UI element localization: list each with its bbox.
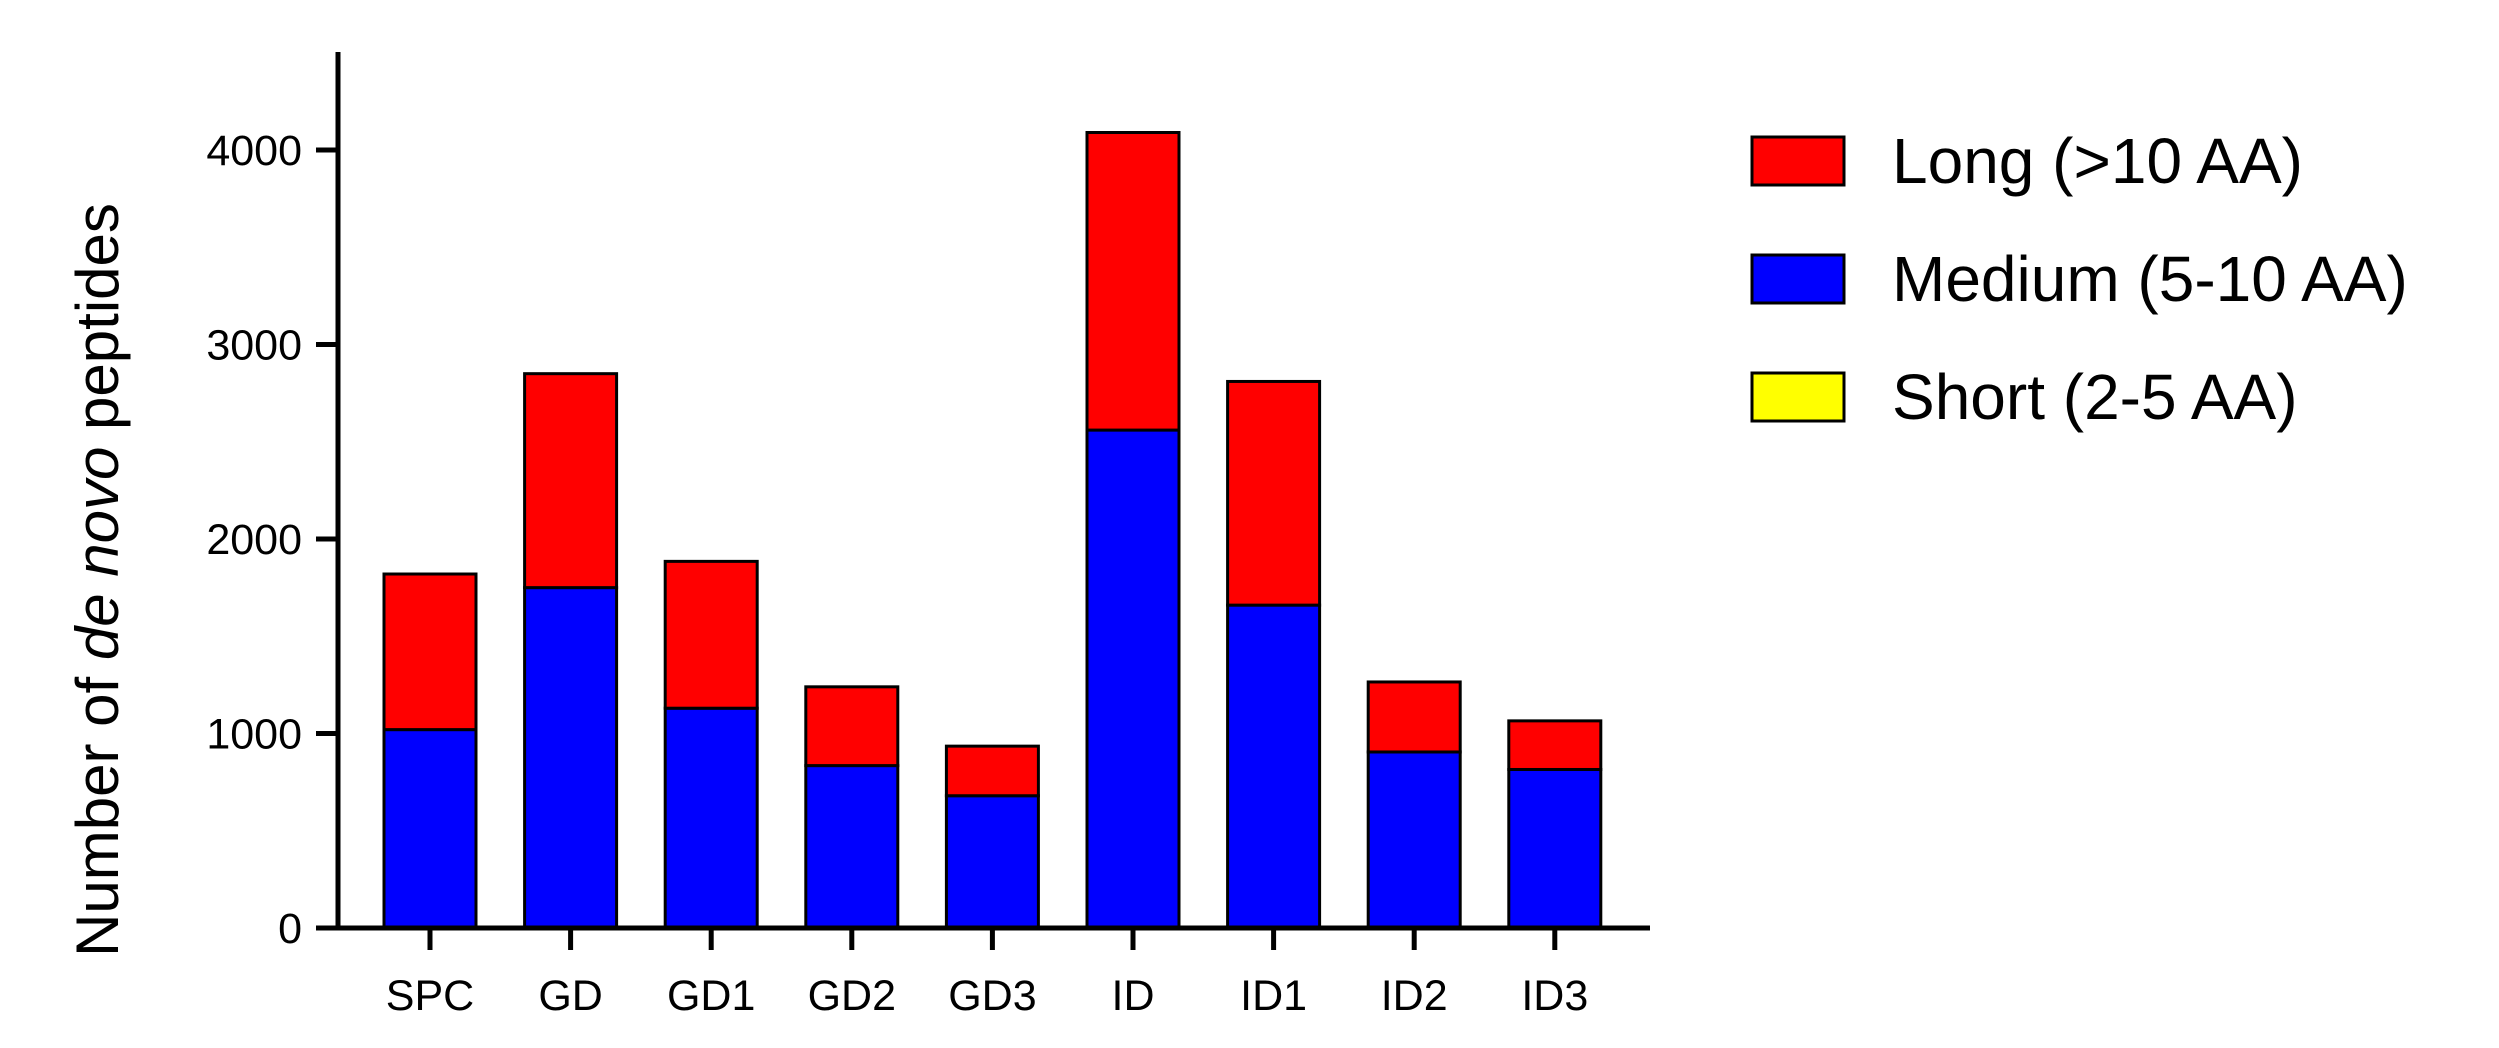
bar-spc-long	[382, 572, 478, 732]
x-tick-label: GD1	[667, 972, 755, 1020]
legend-swatch	[1750, 135, 1846, 187]
y-axis-label-part: Number of	[64, 660, 131, 957]
y-tick-label: 2000	[206, 516, 302, 564]
bar-gd-long	[523, 372, 619, 590]
x-tick-label: ID3	[1521, 972, 1588, 1020]
bar-gd2-long	[804, 685, 900, 768]
bar-gd3-medium	[944, 794, 1040, 930]
legend: Long (>10 AA) Medium (5-10 AA) Short (2-5 …	[1750, 125, 2408, 433]
legend-swatch	[1750, 253, 1846, 305]
y-axis-label-italic-part: de novo	[64, 447, 131, 661]
y-axis-label-part: peptides	[64, 203, 131, 447]
bar-id3-medium	[1507, 767, 1603, 930]
x-tick-label: GD3	[948, 972, 1036, 1020]
bar-gd3-long	[944, 744, 1040, 798]
bars-group	[382, 130, 1603, 930]
bar-id2-medium	[1366, 750, 1462, 930]
y-tick-label: 1000	[206, 711, 302, 759]
x-tick-label: SPC	[386, 972, 474, 1020]
x-tick-label: ID2	[1381, 972, 1448, 1020]
y-tick-label: 0	[278, 905, 302, 953]
y-tick-labels: 0 1000 2000 3000 4000	[206, 127, 302, 953]
x-tick-label: ID	[1112, 972, 1155, 1020]
bar-id1-long	[1226, 379, 1322, 607]
legend-label: Medium (5-10 AA)	[1892, 243, 2408, 315]
y-tick-label: 4000	[206, 127, 302, 175]
legend-label: Short (2-5 AA)	[1892, 361, 2298, 433]
x-tick-label: GD2	[808, 972, 896, 1020]
bar-gd2-medium	[804, 764, 900, 930]
x-tick-label: GD	[538, 972, 603, 1020]
y-tick-label: 3000	[206, 322, 302, 370]
legend-label: Long (>10 AA)	[1892, 125, 2303, 197]
bar-id1-medium	[1226, 603, 1322, 930]
axes-group	[316, 52, 1650, 950]
bar-spc-medium	[382, 728, 478, 930]
x-tick-label: ID1	[1240, 972, 1307, 1020]
legend-swatch	[1750, 371, 1846, 423]
x-tick-labels: SPC GD GD1 GD2 GD3 ID ID1 ID2 ID3	[386, 972, 1588, 1020]
bar-gd-medium	[523, 586, 619, 930]
bar-gd1-long	[663, 559, 759, 710]
bar-gd1-medium	[663, 706, 759, 930]
bar-id-medium	[1085, 428, 1181, 930]
y-axis-label: Number of de novo peptides	[64, 203, 131, 957]
bar-id-long	[1085, 130, 1181, 432]
bar-id2-long	[1366, 680, 1462, 754]
bar-id3-long	[1507, 719, 1603, 771]
